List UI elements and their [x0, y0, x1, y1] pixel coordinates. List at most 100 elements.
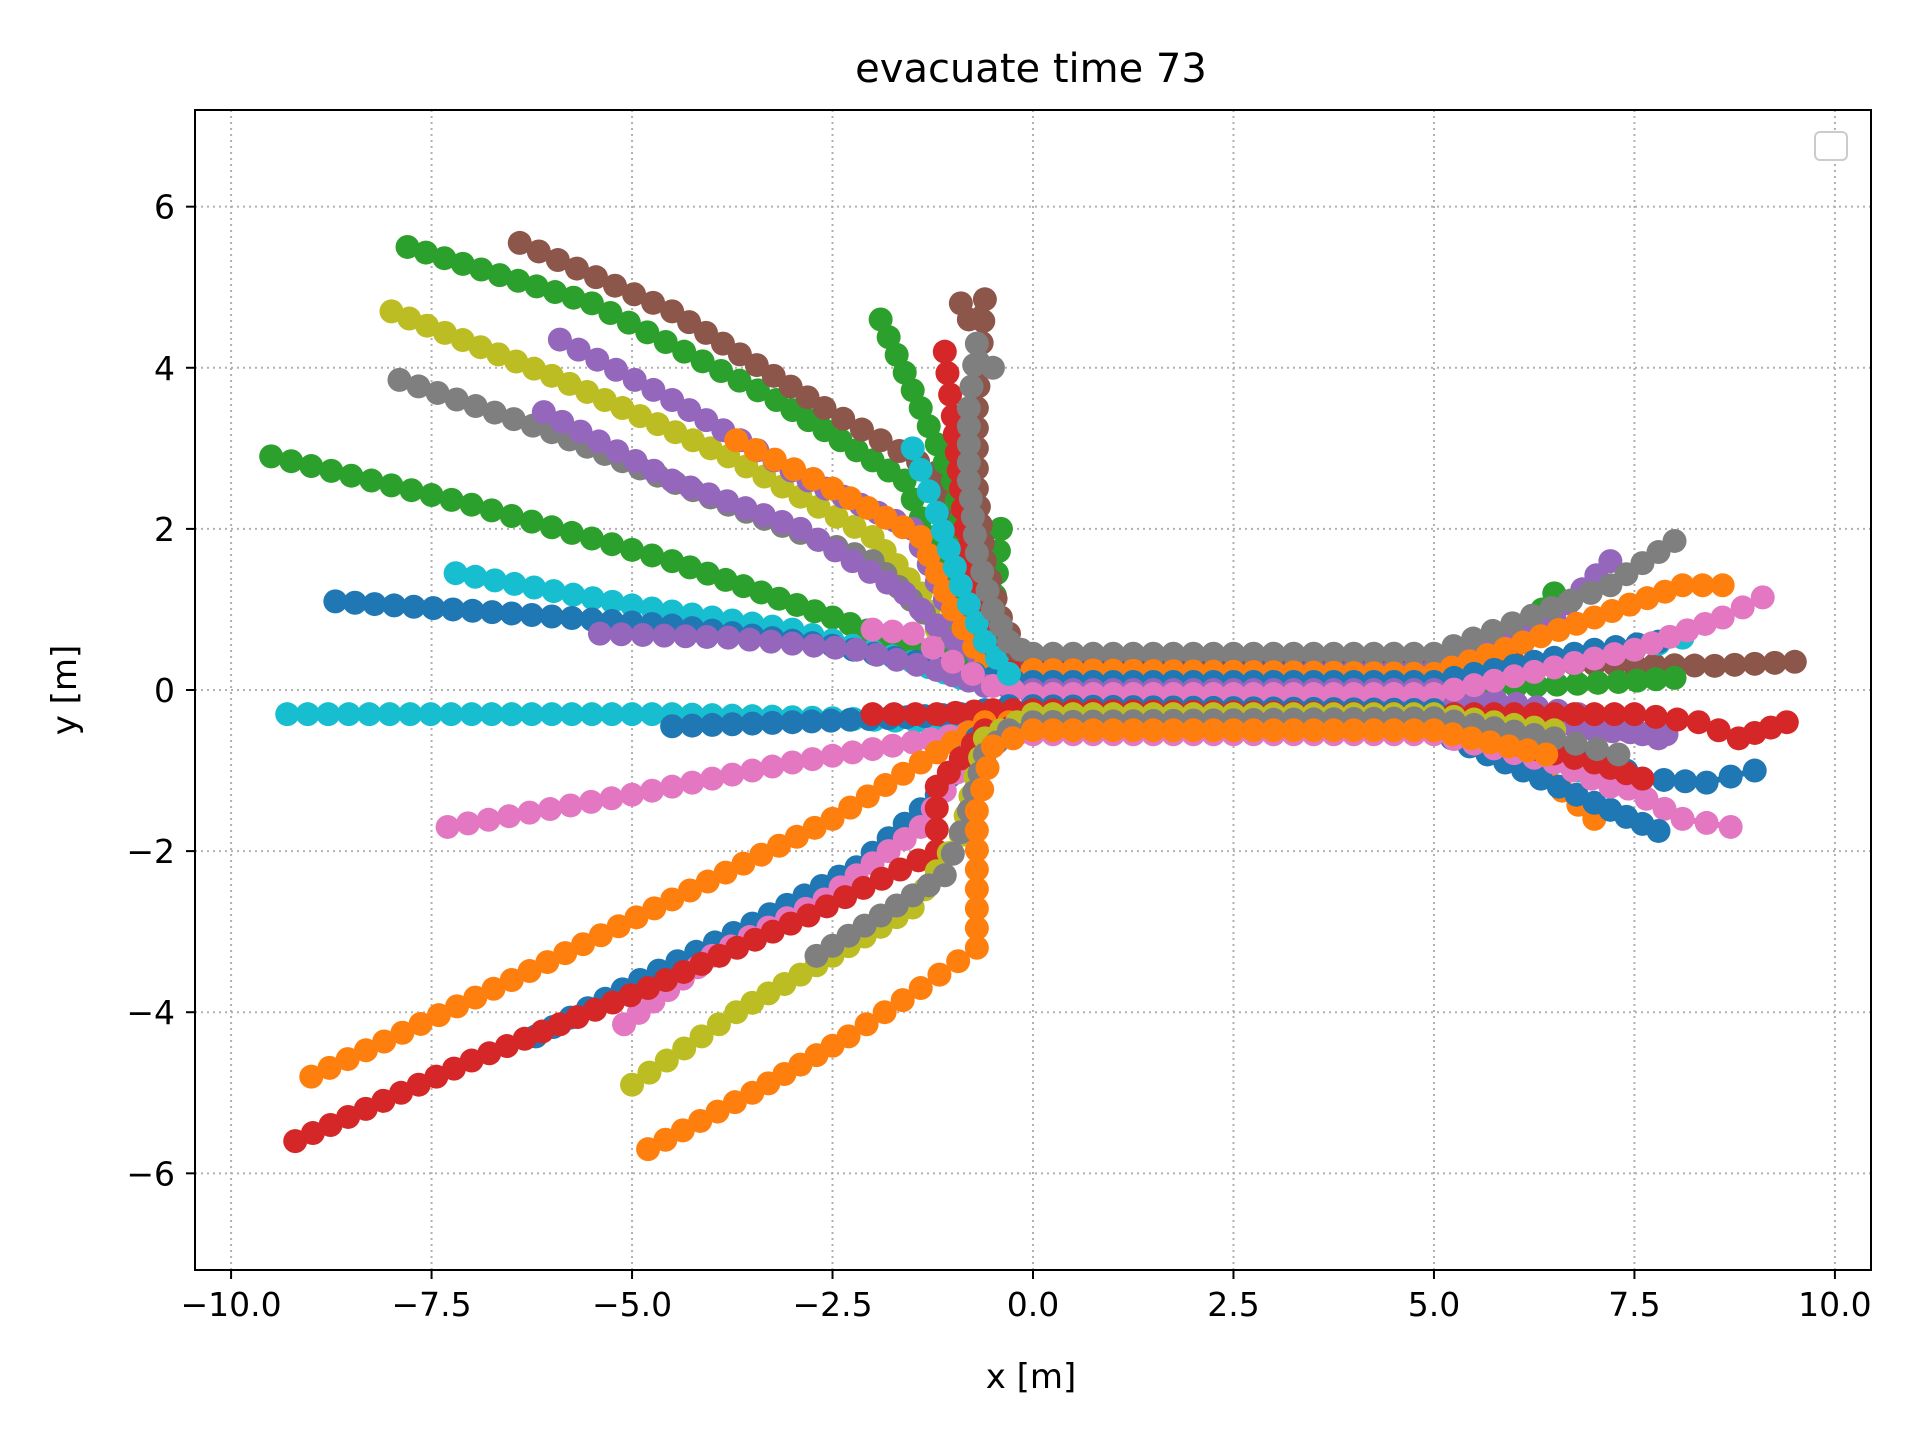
trajectory-marker	[762, 447, 787, 472]
trajectory-marker	[620, 702, 645, 727]
trajectory-marker	[342, 590, 367, 615]
trajectory-marker	[432, 246, 457, 271]
trajectory-marker	[760, 710, 785, 735]
trajectory-marker	[916, 543, 941, 568]
trajectory-marker	[988, 516, 1013, 541]
trajectory-marker	[561, 285, 586, 310]
trajectory-marker	[583, 265, 608, 290]
trajectory-marker	[678, 475, 703, 500]
trajectory-marker	[522, 575, 547, 600]
trajectory-marker	[814, 894, 839, 919]
trajectory-marker	[673, 624, 698, 649]
trajectory-marker	[1646, 818, 1671, 843]
trajectory-marker	[1500, 611, 1525, 636]
trajectory-marker	[538, 797, 563, 822]
trajectory-marker	[1241, 641, 1266, 666]
trajectory-marker	[335, 1047, 360, 1072]
trajectory-marker	[733, 496, 758, 521]
trajectory-marker	[900, 436, 925, 461]
trajectory-marker	[838, 707, 863, 732]
trajectory-marker	[641, 458, 666, 483]
trajectory-marker	[543, 280, 568, 305]
trajectory-marker	[940, 841, 965, 866]
trajectory-marker	[421, 596, 446, 621]
trajectory-marker	[1221, 718, 1246, 743]
trajectory-marker	[1585, 737, 1610, 762]
trajectory-marker	[900, 621, 925, 646]
trajectory-marker	[1582, 702, 1607, 727]
trajectory-marker	[1606, 669, 1631, 694]
trajectory-marker	[880, 733, 905, 758]
trajectory-marker	[1321, 641, 1346, 666]
trajectory-marker	[964, 877, 989, 902]
trajectory-marker	[445, 994, 470, 1019]
chart-title: evacuate time 73	[855, 46, 1207, 92]
trajectory-marker	[906, 848, 931, 873]
trajectory-marker	[399, 478, 424, 503]
trajectory-series-group	[259, 230, 1807, 1162]
trajectory-marker	[599, 786, 624, 811]
trajectory-marker	[425, 380, 450, 405]
trajectory-marker	[806, 494, 831, 519]
trajectory-marker	[980, 355, 1005, 380]
trajectory-marker	[782, 457, 807, 482]
trajectory-marker	[1081, 718, 1106, 743]
trajectory-marker	[641, 377, 666, 402]
trajectory-marker	[579, 526, 604, 551]
x-tick-label: −10.0	[181, 1285, 282, 1324]
trajectory-marker	[823, 635, 848, 660]
trajectory-marker	[660, 774, 685, 799]
trajectory-marker	[1634, 786, 1659, 811]
trajectory-marker	[506, 268, 531, 293]
trajectory-marker	[1578, 580, 1603, 605]
trajectory-marker	[499, 702, 524, 727]
x-tick-label: −5.0	[592, 1285, 672, 1324]
trajectory-marker	[1706, 718, 1731, 743]
trajectory-marker	[689, 1024, 714, 1049]
trajectory-marker	[855, 784, 880, 809]
trajectory-marker	[654, 1048, 679, 1073]
trajectory-marker	[1341, 718, 1366, 743]
trajectory-marker	[519, 602, 544, 627]
trajectory-marker	[339, 463, 364, 488]
trajectory-marker	[970, 777, 995, 802]
trajectory-marker	[443, 561, 468, 586]
trajectory-marker	[507, 230, 532, 255]
trajectory-marker	[559, 702, 584, 727]
trajectory-marker	[964, 818, 989, 843]
trajectory-marker	[924, 500, 949, 525]
trajectory-marker	[1421, 718, 1446, 743]
trajectory-marker	[524, 274, 549, 299]
trajectory-marker	[959, 374, 984, 399]
trajectory-marker	[580, 586, 605, 611]
trajectory-marker	[1662, 665, 1687, 690]
trajectory-marker	[519, 509, 544, 534]
trajectory-marker	[450, 251, 475, 276]
trajectory-marker	[1161, 641, 1186, 666]
trajectory-marker	[831, 406, 856, 431]
y-tick-label: 2	[154, 510, 175, 549]
trajectory-marker	[956, 396, 981, 421]
trajectory-marker	[487, 263, 512, 288]
trajectory-marker	[743, 437, 768, 462]
y-axis-label: y [m]	[45, 645, 85, 736]
trajectory-marker	[1181, 641, 1206, 666]
trajectory-marker	[970, 559, 995, 584]
trajectory-marker	[401, 594, 426, 619]
trajectory-marker	[541, 579, 566, 604]
trajectory-marker	[459, 492, 484, 517]
trajectory-marker	[700, 766, 725, 791]
trajectory-marker	[940, 649, 965, 674]
plot-frame	[194, 109, 1872, 1271]
trajectory-marker	[459, 702, 484, 727]
trajectory-series-22	[636, 718, 1559, 1162]
trajectory-marker	[319, 458, 344, 483]
trajectory-marker	[275, 702, 300, 727]
trajectory-marker	[1762, 650, 1787, 675]
trajectory-marker	[1694, 770, 1719, 795]
trajectory-marker	[1622, 702, 1647, 727]
trajectory-marker	[956, 468, 981, 493]
trajectory-marker	[1478, 730, 1503, 755]
trajectory-marker	[586, 429, 611, 454]
trajectory-marker	[700, 712, 725, 737]
